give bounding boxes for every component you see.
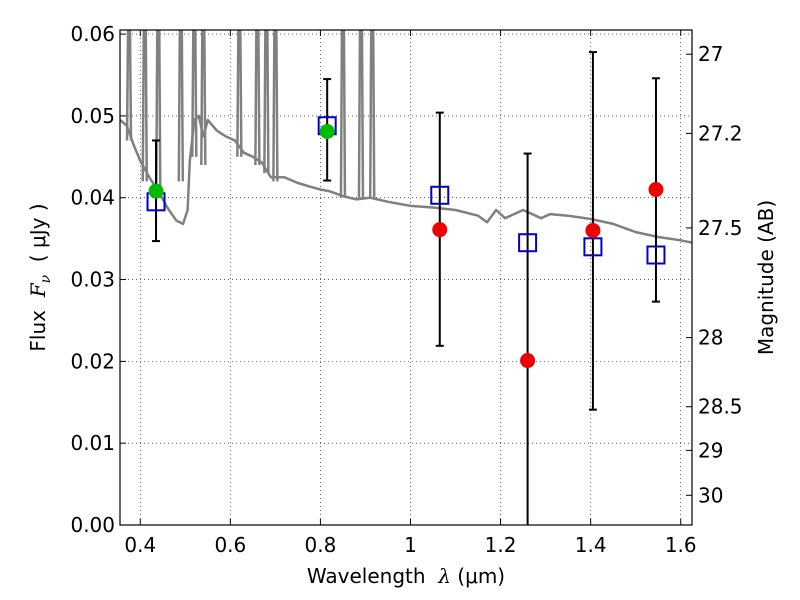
- sed-line: [120, 114, 692, 244]
- y-tick-label: 0.03: [70, 268, 115, 292]
- x-axis-title: Wavelength λ (μm): [307, 564, 505, 588]
- sed-spike: [263, 30, 270, 174]
- x-axis-title-prefix: Wavelength: [307, 564, 438, 588]
- x-axis-title-unit: (μm): [451, 564, 505, 588]
- y2-tick-label: 27.5: [698, 216, 743, 240]
- y2-tick-label: 28: [698, 326, 723, 350]
- sed-spike: [177, 30, 185, 182]
- non-detection-point: [432, 222, 448, 238]
- y2-tick-label: 28.5: [698, 395, 743, 419]
- ticks: 0.4 0.6 0.8 1 1.2 1.4 1.6 0.00 0.01 0.02 0.03 0.04 0…: [70, 22, 742, 557]
- x-tick-label: 1.6: [665, 533, 697, 557]
- model-square: [430, 185, 450, 205]
- sed-spike: [155, 30, 162, 190]
- sed-spike: [236, 30, 243, 157]
- y2-tick-label: 27: [698, 42, 723, 66]
- sed-spike: [368, 30, 376, 198]
- x-tick-label: 0.4: [124, 533, 156, 557]
- non-detection-point: [648, 182, 664, 198]
- y2-tick-label: 30: [698, 483, 723, 507]
- y-axis-title-prefix: Flux: [26, 297, 50, 351]
- x-tick-label: 1.4: [575, 533, 607, 557]
- axes-frame: [119, 29, 693, 526]
- sed-spike: [141, 30, 149, 182]
- non-detection-point: [585, 222, 601, 238]
- y-axis-title-subscript: ν: [38, 274, 54, 283]
- sed-spike: [200, 30, 207, 166]
- y2-axis-title: Magnitude (AB): [754, 200, 778, 355]
- y-tick-label: 0.04: [70, 186, 115, 210]
- model-square: [646, 245, 666, 265]
- sed-spike: [272, 30, 279, 182]
- sed-spike: [191, 30, 198, 157]
- sed-spike: [339, 30, 347, 198]
- detection-point: [319, 123, 335, 139]
- model-square: [583, 237, 603, 257]
- x-tick-label: 0.8: [305, 533, 337, 557]
- y2-tick-label: 27.2: [698, 121, 743, 145]
- y-axis-title-symbol: F: [26, 282, 50, 298]
- x-tick-label: 1: [404, 533, 417, 557]
- y-tick-label: 0.01: [70, 431, 115, 455]
- sed-spike: [254, 30, 261, 166]
- detection-point: [148, 183, 164, 199]
- y-axis-title: Flux Fν ( μJy ): [26, 203, 54, 351]
- sed-spike: [357, 30, 365, 198]
- grid: [120, 30, 692, 525]
- x-tick-label: 0.6: [214, 533, 246, 557]
- x-tick-label: 1.2: [485, 533, 517, 557]
- y-tick-label: 0.05: [70, 104, 115, 128]
- y-tick-label: 0.02: [70, 349, 115, 373]
- y-tick-label: 0.00: [70, 513, 115, 537]
- model-square: [518, 233, 538, 253]
- x-axis-title-symbol: λ: [437, 564, 451, 588]
- sed-spike: [125, 30, 133, 141]
- y2-tick-label: 29: [698, 438, 723, 462]
- y-axis-title-unit: ( μJy ): [26, 203, 50, 275]
- non-detection-point: [520, 353, 536, 369]
- y-tick-label: 0.06: [70, 22, 115, 46]
- plot-area: [120, 30, 692, 525]
